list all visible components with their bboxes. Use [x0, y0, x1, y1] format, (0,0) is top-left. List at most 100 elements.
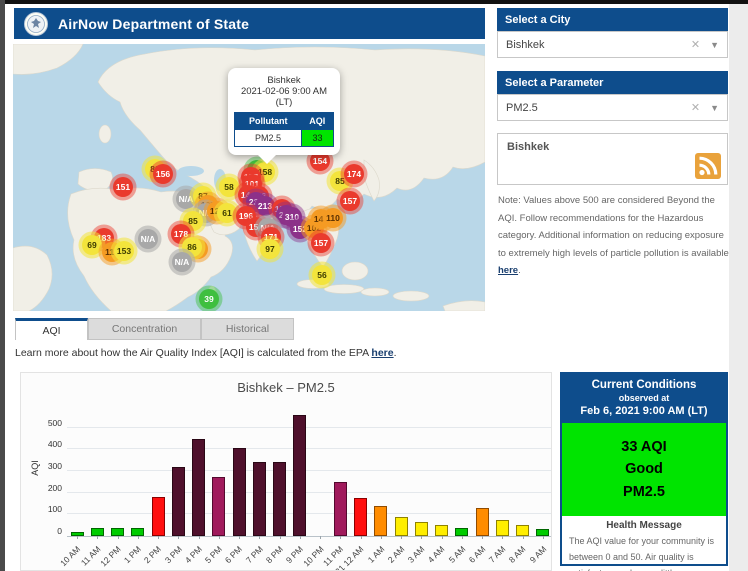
- aqi-category: Good: [566, 458, 722, 480]
- chart-bar: [212, 477, 225, 536]
- chart-bar: [192, 439, 205, 536]
- chart-x-tick: [442, 536, 443, 539]
- browser-top-edge: [0, 0, 748, 4]
- map-popup: Bishkek 2021-02-06 9:00 AM (LT) Pollutan…: [228, 68, 340, 155]
- chart-y-tick-label: 100: [48, 504, 67, 514]
- aqi-map-marker[interactable]: 58: [219, 177, 239, 197]
- city-caret-down-icon[interactable]: ▼: [710, 40, 719, 50]
- parameter-select[interactable]: PM2.5 ✕ ▼: [497, 94, 728, 121]
- chart-x-tick-label: 5 AM: [446, 544, 467, 565]
- parameter-caret-down-icon[interactable]: ▼: [710, 103, 719, 113]
- aqi-map-marker[interactable]: 110: [323, 208, 343, 228]
- current-conditions-header: Current Conditions observed at Feb 6, 20…: [562, 374, 726, 423]
- current-conditions-datetime: Feb 6, 2021 9:00 AM (LT): [566, 405, 722, 417]
- chart-title: Bishkek – PM2.5: [21, 380, 551, 395]
- chart-bar: [435, 525, 448, 536]
- chart-x-tick-label: 9 AM: [527, 544, 548, 565]
- chart-x-tick-label: 3 PM: [162, 544, 183, 565]
- popup-timezone: (LT): [234, 97, 334, 108]
- chart-x-tick: [543, 536, 544, 539]
- chart-bar: [111, 528, 124, 536]
- chart-gridline: [67, 448, 552, 449]
- aqi-summary-block: 33 AQI Good PM2.5: [562, 423, 726, 516]
- chart-x-tick-label: 1 PM: [122, 544, 143, 565]
- aqi-map-marker[interactable]: 153: [114, 241, 134, 261]
- app-header: AirNow Department of State: [14, 8, 485, 39]
- chart-bar: [374, 506, 387, 536]
- chart-x-tick-label: 10 AM: [58, 544, 82, 568]
- chart-x-tick-label: 4 AM: [426, 544, 447, 565]
- learn-more-here-link[interactable]: here: [371, 347, 393, 359]
- chart-x-tick: [158, 536, 159, 539]
- chart-x-tick: [219, 536, 220, 539]
- chart-x-tick-label: 11 AM: [79, 544, 103, 568]
- world-aqi-map[interactable]: 89156151154N/A87107N/A124618558158157101…: [13, 44, 485, 311]
- chart-x-tick-label: 12 PM: [98, 544, 122, 568]
- chart-x-tick-label: 7 PM: [243, 544, 264, 565]
- chart-y-tick-label: 200: [48, 483, 67, 493]
- dept-of-state-seal-icon: [24, 12, 48, 36]
- chart-x-tick: [118, 536, 119, 539]
- chart-bar: [334, 482, 347, 536]
- popup-datetime: 2021-02-06 9:00 AM: [234, 86, 334, 97]
- aqi-value: 33 AQI: [566, 436, 722, 458]
- popup-aqi-value: 33: [302, 130, 334, 147]
- chart-bar: [536, 529, 549, 536]
- aqi-map-marker[interactable]: N/A: [138, 229, 158, 249]
- feed-city-label: Bishkek: [507, 141, 549, 153]
- chart-bar: [496, 520, 509, 536]
- aqi-map-marker[interactable]: 56: [312, 265, 332, 285]
- popup-aqi-header: AQI: [302, 113, 334, 130]
- aqi-map-marker[interactable]: 97: [260, 239, 280, 259]
- aqi-bar-chart: Bishkek – PM2.5 AQI 010020030040050010 A…: [20, 372, 552, 571]
- chart-x-tick: [77, 536, 78, 539]
- chart-x-tick-label: 2 AM: [385, 544, 406, 565]
- note-here-link[interactable]: here: [498, 265, 518, 276]
- rss-feed-box: Bishkek: [497, 133, 728, 185]
- city-select[interactable]: Bishkek ✕ ▼: [497, 31, 728, 58]
- chart-x-tick-label: 8 AM: [507, 544, 528, 565]
- chart-bar: [131, 528, 144, 536]
- chart-y-tick-label: 500: [48, 418, 67, 428]
- learn-more-text: Learn more about how the Air Quality Ind…: [15, 347, 397, 359]
- aqi-map-marker[interactable]: 174: [344, 164, 364, 184]
- aqi-map-marker[interactable]: 151: [113, 177, 133, 197]
- tab-aqi[interactable]: AQI: [15, 318, 88, 340]
- chart-x-tick: [320, 536, 321, 539]
- chart-x-tick-label: 10 PM: [301, 544, 325, 568]
- chart-x-tick: [178, 536, 179, 539]
- parameter-clear-icon[interactable]: ✕: [691, 101, 700, 114]
- chart-x-tick: [300, 536, 301, 539]
- popup-pollutant-value: PM2.5: [235, 130, 302, 147]
- aqi-map-marker[interactable]: 157: [311, 233, 331, 253]
- chart-bar: [172, 467, 185, 536]
- aqi-map-marker[interactable]: 156: [153, 164, 173, 184]
- aqi-map-marker[interactable]: 69: [82, 235, 102, 255]
- chart-x-tick-label: 6 PM: [223, 544, 244, 565]
- tab-historical[interactable]: Historical: [201, 318, 294, 340]
- chart-bar: [354, 498, 367, 536]
- chart-y-tick-label: 0: [57, 526, 67, 536]
- chart-plot-area: AQI 010020030040050010 AM11 AM12 PM1 PM2…: [67, 406, 552, 536]
- aqi-map-marker[interactable]: 39: [199, 289, 219, 309]
- health-message-text: The AQI value for your community is betw…: [569, 534, 719, 571]
- parameter-select-value: PM2.5: [506, 102, 538, 114]
- chart-x-tick: [280, 536, 281, 539]
- chart-bar: [455, 528, 468, 536]
- chart-bar: [476, 508, 489, 536]
- chart-bar: [91, 528, 104, 536]
- page-title: AirNow Department of State: [58, 16, 249, 32]
- aqi-parameter: PM2.5: [566, 481, 722, 503]
- health-message-title: Health Message: [569, 520, 719, 531]
- aqi-map-marker[interactable]: N/A: [172, 252, 192, 272]
- chart-x-tick-label: 6 AM: [466, 544, 487, 565]
- select-parameter-header: Select a Parameter: [497, 71, 728, 94]
- city-select-value: Bishkek: [506, 39, 545, 51]
- aqi-map-marker[interactable]: 61: [217, 203, 237, 223]
- city-clear-icon[interactable]: ✕: [691, 38, 700, 51]
- tab-concentration[interactable]: Concentration: [88, 318, 201, 340]
- rss-icon[interactable]: [695, 153, 721, 179]
- chart-gridline: [67, 492, 552, 493]
- aqi-map-marker[interactable]: 157: [340, 191, 360, 211]
- chart-x-tick-label: 3 AM: [406, 544, 427, 565]
